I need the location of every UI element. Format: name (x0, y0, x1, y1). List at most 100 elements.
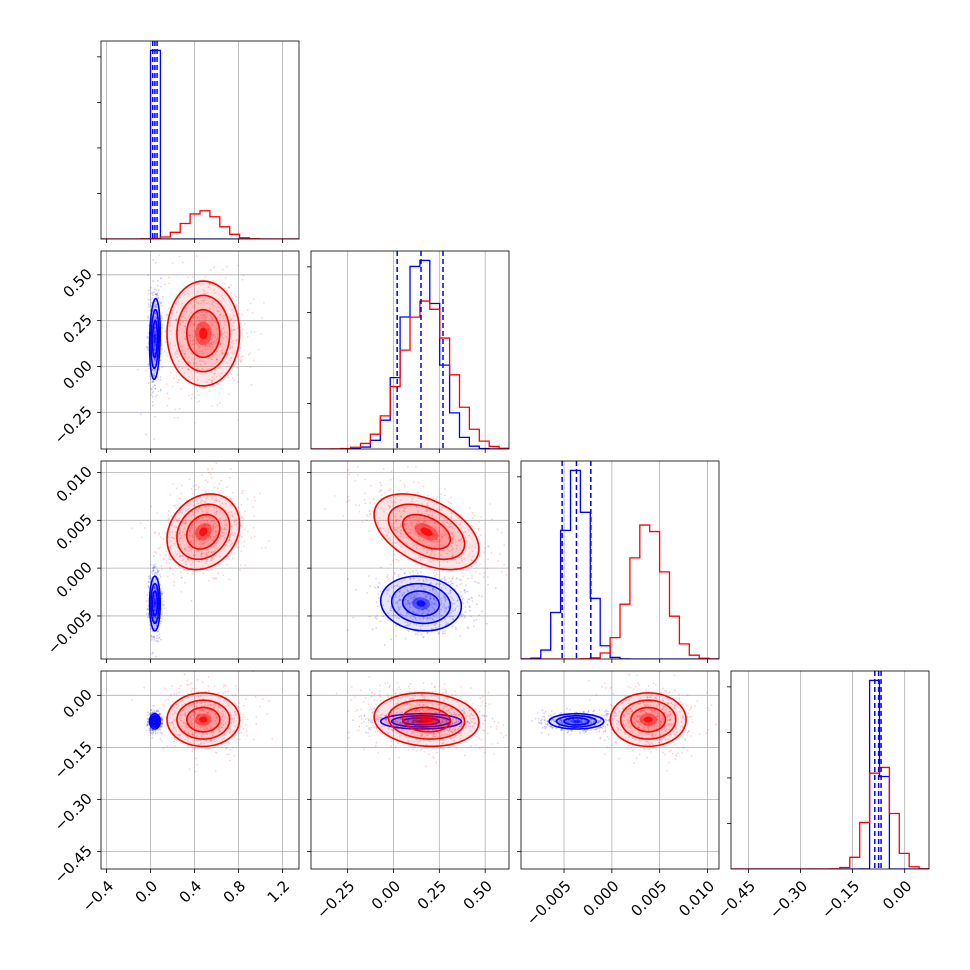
scatter-point (211, 343, 213, 346)
scatter-point (449, 580, 452, 583)
scatter-point (147, 607, 150, 610)
scatter-point (151, 297, 154, 299)
scatter-point (348, 473, 351, 476)
scatter-point (177, 360, 180, 363)
scatter-point (209, 524, 212, 527)
scatter-point (190, 548, 192, 551)
scatter-point (187, 347, 190, 349)
scatter-point (183, 372, 185, 375)
scatter-point (206, 523, 209, 526)
scatter-point (442, 631, 445, 633)
scatter-point (170, 317, 172, 319)
scatter-point (158, 358, 161, 361)
scatter-point (355, 588, 357, 591)
scatter-point (208, 531, 211, 534)
scatter-point (173, 584, 176, 587)
scatter-point (160, 723, 163, 726)
scatter-point (461, 615, 464, 618)
scatter-point (234, 684, 237, 687)
scatter-point (404, 621, 407, 624)
scatter-point (193, 323, 196, 326)
scatter-point (166, 745, 169, 747)
scatter-point (191, 534, 194, 537)
scatter-point (213, 266, 215, 269)
scatter-point (200, 508, 203, 511)
scatter-point (212, 527, 215, 530)
scatter-point (197, 302, 200, 304)
scatter-point (152, 568, 155, 571)
scatter-point (214, 770, 217, 772)
scatter-point (154, 326, 156, 329)
scatter-point (161, 348, 164, 351)
scatter-point (152, 386, 155, 389)
scatter-point (227, 690, 230, 693)
scatter-point (167, 514, 170, 517)
scatter-point (196, 308, 198, 310)
scatter-point (178, 565, 180, 568)
scatter-point (213, 373, 216, 375)
scatter-point (153, 598, 156, 600)
scatter-point (206, 481, 209, 483)
scatter-point (217, 487, 219, 490)
scatter-point (347, 499, 350, 502)
scatter-point (226, 352, 229, 355)
scatter-point (189, 540, 192, 543)
scatter-point (176, 356, 179, 359)
contour-series-0 (148, 297, 162, 381)
scatter-point (232, 321, 235, 324)
scatter-point (398, 598, 401, 600)
scatter-point (429, 597, 432, 600)
scatter-point (149, 377, 152, 380)
scatter-point (233, 518, 236, 520)
scatter-point (153, 315, 156, 318)
scatter-point (233, 523, 236, 526)
scatter-point (150, 709, 153, 712)
scatter-point (198, 359, 201, 362)
y-tick-label: 0.50 (59, 265, 95, 301)
scatter-point (396, 688, 398, 691)
scatter-point (179, 555, 181, 558)
scatter-point (491, 717, 494, 720)
scatter-point (416, 598, 419, 601)
scatter-point (217, 309, 219, 312)
scatter-point (473, 619, 476, 622)
scatter-point (225, 265, 228, 268)
scatter-point (426, 631, 429, 634)
scatter-point (219, 375, 222, 378)
scatter-point (169, 371, 172, 374)
scatter-point (455, 628, 457, 630)
scatter-point (196, 327, 199, 330)
scatter-point (147, 585, 150, 587)
scatter-point (178, 326, 181, 329)
scatter-point (224, 744, 226, 747)
scatter-point (175, 531, 177, 534)
scatter-point (156, 284, 159, 287)
scatter-point (179, 346, 182, 348)
scatter-point (194, 531, 197, 533)
scatter-point (251, 506, 254, 508)
scatter-point (224, 685, 227, 687)
scatter-point (415, 466, 417, 468)
scatter-point (479, 563, 481, 565)
scatter-point (151, 729, 153, 732)
scatter-point (208, 342, 210, 345)
scatter-point (154, 581, 157, 584)
scatter-point (184, 353, 186, 355)
scatter-point (190, 563, 192, 566)
scatter-point (195, 484, 198, 487)
scatter-point (168, 397, 171, 400)
scatter-point (162, 537, 165, 540)
scatter-point (154, 563, 157, 566)
histogram-series-1 (101, 210, 299, 239)
scatter-point (447, 592, 450, 595)
scatter-point (487, 583, 489, 586)
scatter-point (153, 610, 156, 612)
scatter-point (209, 535, 212, 538)
scatter-point (152, 300, 155, 303)
scatter-point (170, 536, 173, 539)
scatter-point (466, 590, 469, 593)
scatter-point (175, 518, 177, 521)
scatter-point (202, 341, 205, 344)
scatter-point (188, 334, 191, 337)
